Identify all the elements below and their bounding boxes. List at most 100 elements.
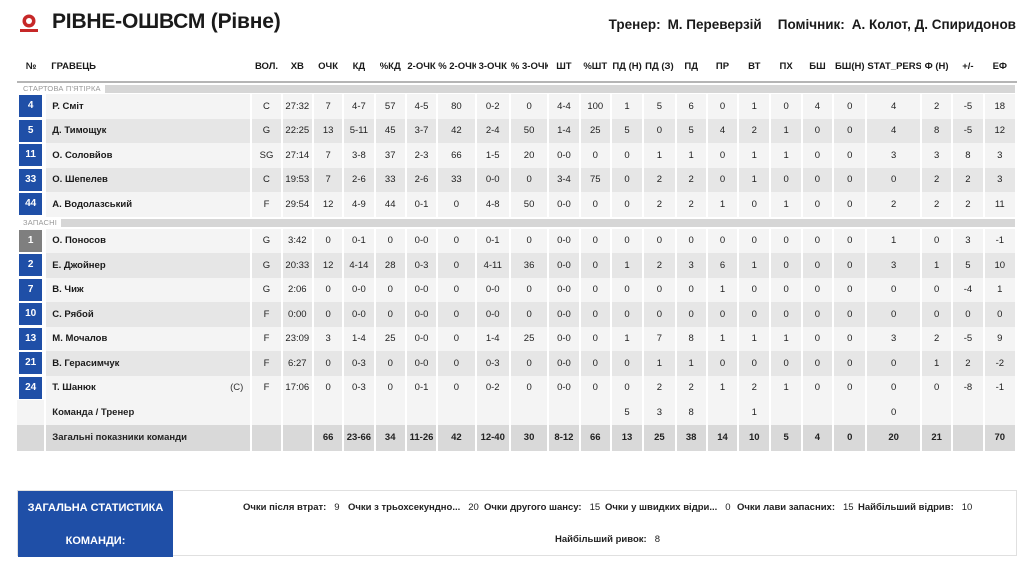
stat-cell: 0 — [706, 228, 740, 253]
player-name[interactable]: М. Мочалов — [52, 333, 108, 345]
player-name[interactable]: Т. Шанюк — [52, 382, 96, 394]
stat-cell: 2-6 — [343, 167, 376, 192]
stat-cell — [475, 400, 511, 425]
player-row[interactable]: 44 А. Водолазський F 29:54 12 4-9 44 0-1 0 4-8 50 0… — [17, 192, 1018, 217]
stat-cell: 0 — [579, 351, 612, 376]
stat-cell: 0 — [675, 228, 708, 253]
player-name[interactable]: А. Водолазський — [52, 198, 133, 210]
player-position: F — [251, 192, 283, 217]
stat-cell: 33 — [437, 167, 477, 192]
player-name-cell[interactable]: О. Поносов — [45, 228, 253, 253]
player-name[interactable]: Д. Тимощук — [52, 125, 107, 137]
stat-cell: 0:00 — [281, 302, 314, 327]
player-row[interactable]: 5 Д. Тимощук G 22:25 13 5-11 45 3-7 42 2-4 50 1-4 25… — [17, 118, 1018, 143]
player-name-cell[interactable]: С. Рябой — [45, 302, 253, 327]
team-coach-row-blank — [17, 400, 47, 425]
player-name[interactable]: В. Чиж — [52, 284, 84, 296]
player-number-cell: 10 — [17, 302, 47, 327]
stat-cell: 0 — [866, 302, 922, 327]
player-name-cell[interactable]: О. Шепелев — [45, 167, 253, 192]
summary-title-line2: КОМАНДИ: — [65, 535, 126, 547]
player-row[interactable]: 13 М. Мочалов F 23:09 3 1-4 25 0-0 0 1-4 25 0-0 0 1 7 8… — [17, 326, 1018, 351]
stat-cell: 5 — [675, 118, 708, 143]
column-header: % 2-ОЧК — [437, 52, 476, 83]
player-row[interactable]: 21 В. Герасимчук F 6:27 0 0-3 0 0-0 0 0-3 0 0-0 0 0 1 1… — [17, 351, 1018, 376]
stat-cell: -1 — [983, 228, 1018, 253]
player-number: 10 — [19, 303, 43, 326]
stat-cell: 45 — [374, 118, 407, 143]
column-header: ПД — [675, 52, 707, 83]
player-row[interactable]: 7 В. Чиж G 2:06 0 0-0 0 0-0 0 0-0 0 0-0 0 0 0 0 1 0 0 0 0 0 0-… — [17, 277, 1018, 302]
stat-cell: 0 — [579, 143, 612, 168]
stat-cell: 1 — [920, 351, 954, 376]
stat-cell: 0 — [738, 228, 772, 253]
coach-name: М. Переверзій — [667, 17, 762, 32]
player-name[interactable]: О. Поносов — [52, 235, 106, 247]
stat-cell — [952, 400, 985, 425]
stat-cell: -4 — [952, 277, 985, 302]
player-name-cell[interactable]: Е. Джойнер — [45, 253, 253, 278]
stat-cell: 4-14 — [343, 253, 376, 278]
section-starters-divider — [104, 84, 1014, 93]
player-name-cell[interactable]: Т. Шанюк (C) — [45, 375, 253, 400]
player-name[interactable]: О. Соловйов — [52, 149, 113, 161]
section-starters-wrap: СТАРТОВА П'ЯТІРКА — [23, 84, 1014, 93]
player-row[interactable]: 10 С. Рябой F 0:00 0 0-0 0 0-0 0 0-0 0 0-0 0 0 0 0 0 0 0 0 0… — [17, 302, 1018, 327]
column-header: %ШТ — [579, 52, 611, 83]
stat-cell: 0 — [833, 277, 868, 302]
player-name[interactable]: Е. Джойнер — [52, 259, 106, 271]
player-number-cell: 44 — [17, 192, 47, 217]
stat-cell: 0-0 — [405, 277, 439, 302]
player-number-cell: 21 — [17, 351, 47, 376]
stat-cell: 0 — [833, 326, 868, 351]
player-row[interactable]: 2 Е. Джойнер G 20:33 12 4-14 28 0-3 0 4-11 36 0-0 0 1… — [17, 253, 1018, 278]
stat-cell: 2-4 — [475, 118, 511, 143]
stat-cell: 1-5 — [475, 143, 511, 168]
player-name-cell[interactable]: М. Мочалов — [45, 326, 253, 351]
player-name-cell[interactable]: Р. Сміт — [45, 94, 253, 119]
stat-cell: 3:42 — [281, 228, 314, 253]
stat-cell: 12 — [983, 118, 1018, 143]
stat-cell: 2 — [952, 351, 985, 376]
player-number-cell: 33 — [17, 167, 47, 192]
stat-cell: 0 — [437, 375, 477, 400]
player-number: 2 — [19, 254, 43, 277]
stat-cell: 3 — [983, 167, 1018, 192]
stat-cell: 3 — [952, 228, 985, 253]
stat-cell: 2 — [738, 375, 772, 400]
stat-cell — [437, 400, 477, 425]
stat-cell: 1 — [610, 253, 645, 278]
player-row[interactable]: 1 О. Поносов G 3:42 0 0-1 0 0-0 0 0-1 0 0-0 0 0 0 0 0 0 0 0… — [17, 228, 1018, 253]
section-starters: СТАРТОВА П'ЯТІРКА — [17, 82, 1017, 94]
stat-cell: 0 — [801, 143, 835, 168]
stat-cell: 0 — [437, 302, 477, 327]
player-position: F — [251, 375, 283, 400]
player-name-cell[interactable]: О. Соловйов — [45, 143, 253, 168]
player-name-cell[interactable]: А. Водолазський — [45, 192, 253, 217]
player-name[interactable]: О. Шепелев — [52, 174, 108, 186]
assistant-names: А. Колот, Д. Спиридонов — [851, 17, 1016, 32]
stat-cell: 3 — [675, 253, 708, 278]
player-name[interactable]: В. Герасимчук — [52, 357, 120, 369]
stat-cell: 1 — [983, 277, 1018, 302]
player-row[interactable]: 4 Р. Сміт C 27:32 7 4-7 57 4-5 80 0-2 0 4-4 100 1 5 6 0 1… — [17, 94, 1018, 119]
stat-cell: 0-0 — [343, 277, 376, 302]
player-name[interactable]: С. Рябой — [52, 308, 94, 320]
stat-cell: 20 — [509, 143, 550, 168]
player-name-cell[interactable]: В. Чиж — [45, 277, 253, 302]
stat-cell: 38 — [675, 424, 708, 451]
stat-cell: 0 — [374, 277, 407, 302]
stat-cell: 9 — [983, 326, 1018, 351]
player-name[interactable]: Р. Сміт — [52, 100, 84, 112]
player-name-cell[interactable]: В. Герасимчук — [45, 351, 253, 376]
stat-cell: 0 — [509, 167, 550, 192]
stat-cell: 0 — [579, 228, 612, 253]
player-name-cell[interactable]: Д. Тимощук — [45, 118, 253, 143]
stat-cell — [770, 400, 803, 425]
player-row[interactable]: 33 О. Шепелев C 19:53 7 2-6 33 2-6 33 0-0 0 3-4 75 0 2… — [17, 167, 1018, 192]
player-row[interactable]: 11 О. Соловйов SG 27:14 7 3-8 37 2-3 66 1-5 20 0-0 0… — [17, 143, 1018, 168]
player-row[interactable]: 24 Т. Шанюк (C) F 17:06 0 0-3 0 0-1 0 0-2 0 0-0 0 0 2 2 1… — [17, 375, 1018, 400]
stat-cell — [509, 400, 550, 425]
column-header: ПХ — [770, 52, 802, 83]
player-position: F — [251, 302, 283, 327]
